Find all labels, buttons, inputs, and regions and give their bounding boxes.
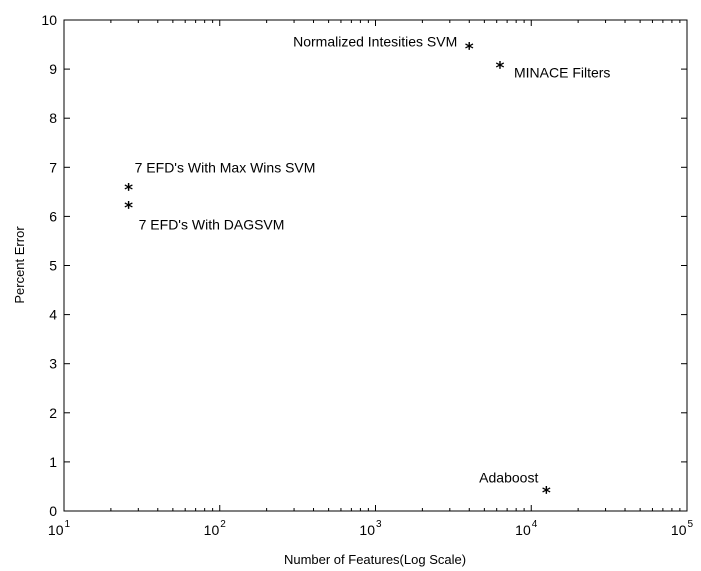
data-point-label: Adaboost [479, 469, 538, 485]
plot-area [63, 19, 688, 512]
x-tick-label: 104 [515, 519, 538, 538]
y-tick-label: 10 [41, 12, 57, 28]
y-tick-label: 8 [49, 110, 57, 126]
data-point-label: 7 EFD's With Max Wins SVM [135, 159, 316, 175]
y-tick-label: 0 [49, 503, 57, 519]
data-point-marker: * [464, 39, 474, 59]
data-point-label: 7 EFD's With DAGSVM [139, 217, 285, 233]
y-tick-label: 7 [49, 159, 57, 175]
y-tick-label: 9 [49, 61, 57, 77]
y-axis-label: Percent Error [12, 226, 27, 304]
data-point-marker: * [541, 483, 551, 503]
y-tick-label: 3 [49, 356, 57, 372]
x-tick-label: 105 [671, 519, 694, 538]
x-tick-label: 101 [48, 519, 71, 538]
y-tick-label: 6 [49, 208, 57, 224]
x-axis-label: Number of Features(Log Scale) [284, 552, 466, 567]
x-tick-label: 103 [359, 519, 382, 538]
data-point-marker: * [124, 199, 134, 219]
y-tick-label: 5 [49, 258, 57, 274]
y-tick-label: 2 [49, 405, 57, 421]
data-points: * Normalized Intesities SVM * MINACE Filter… [124, 33, 611, 503]
y-axis-ticks: 0 1 2 3 4 5 6 7 8 9 10 [41, 12, 687, 519]
data-point-label: Normalized Intesities SVM [293, 33, 457, 49]
y-tick-label: 1 [49, 454, 57, 470]
data-point-marker: * [495, 59, 505, 79]
y-tick-label: 4 [49, 307, 57, 323]
data-point-label: MINACE Filters [514, 65, 610, 81]
x-tick-label: 102 [204, 519, 227, 538]
data-point-marker: * [124, 180, 134, 200]
